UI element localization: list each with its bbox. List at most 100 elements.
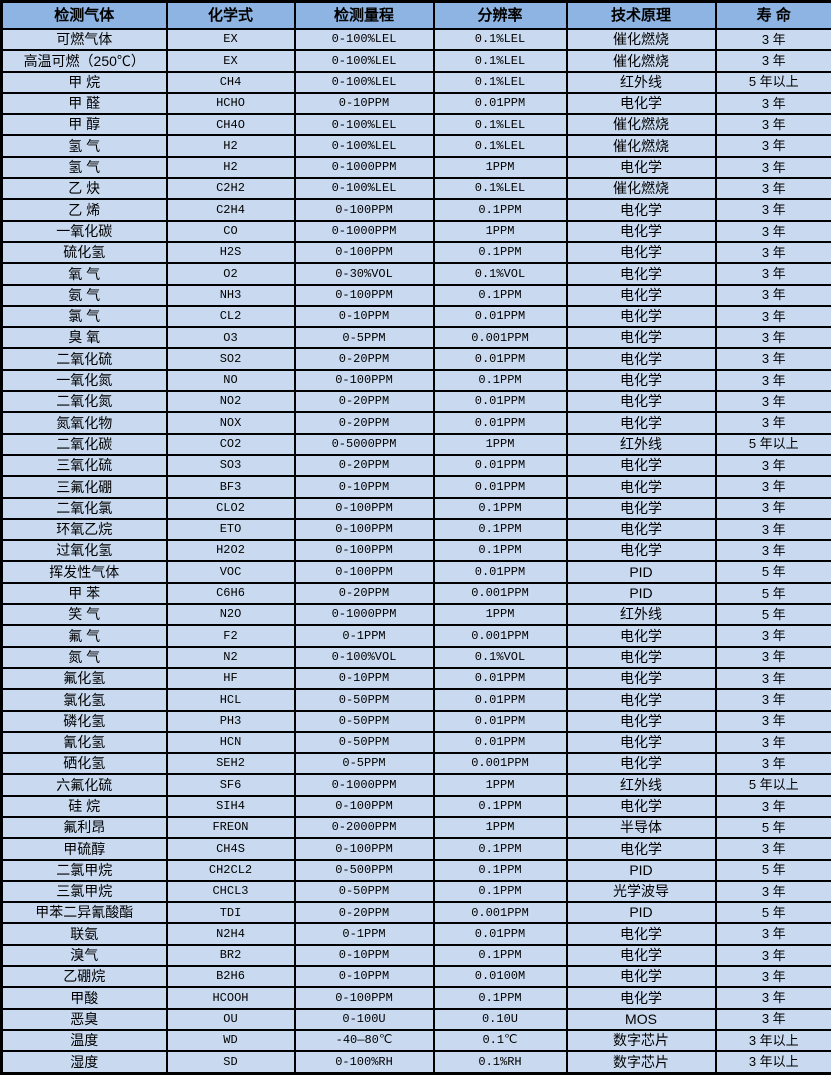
lifespan-cell: 3 年 <box>714 134 831 158</box>
formula-cell: HCN <box>165 730 296 755</box>
principle-cell: 红外线 <box>565 773 717 797</box>
lifespan-cell: 3 年 <box>714 198 831 222</box>
gas-cell: 氨 气 <box>0 283 168 307</box>
principle-cell: 电化学 <box>565 688 717 712</box>
gas-cell: 可燃气体 <box>0 27 168 52</box>
resolution-cell: 0.001PPM <box>432 624 568 648</box>
principle-cell: 电化学 <box>565 219 717 243</box>
lifespan-cell: 3 年 <box>714 624 831 648</box>
resolution-cell: 0.1PPM <box>432 794 568 818</box>
resolution-cell: 0.10U <box>432 1007 568 1031</box>
lifespan-cell: 3 年 <box>714 262 831 286</box>
gas-cell: 湿度 <box>0 1050 168 1075</box>
principle-cell: PID <box>565 581 717 606</box>
formula-cell: FREON <box>165 815 296 840</box>
principle-cell: 电化学 <box>565 326 717 350</box>
lifespan-cell: 3 年 <box>714 645 831 669</box>
gas-cell: 氰化氢 <box>0 730 168 755</box>
formula-cell: TDI <box>165 901 296 925</box>
principle-cell: 催化燃烧 <box>565 27 717 52</box>
lifespan-cell: 5 年 <box>714 560 831 584</box>
resolution-cell: 1PPM <box>432 773 568 797</box>
range-cell: 0-100PPM <box>293 539 435 563</box>
principle-cell: 电化学 <box>565 411 717 435</box>
resolution-cell: 0.01PPM <box>432 475 568 499</box>
resolution-cell: 0.1PPM <box>432 879 568 904</box>
formula-cell: B2H6 <box>165 965 296 989</box>
range-cell: 0-100PPM <box>293 517 435 542</box>
range-cell: 0-100%LEL <box>293 27 435 52</box>
formula-cell: SEH2 <box>165 752 296 776</box>
lifespan-cell: 3 年 <box>714 453 831 478</box>
lifespan-cell: 3 年 <box>714 752 831 776</box>
formula-cell: C2H2 <box>165 177 296 201</box>
lifespan-cell: 3 年 <box>714 879 831 904</box>
lifespan-cell: 3 年 <box>714 688 831 712</box>
lifespan-cell: 3 年 <box>714 965 831 989</box>
header-row: 检测气体 化学式 检测量程 分辨率 技术原理 寿 命 <box>0 0 831 30</box>
gas-cell: 三氧化硫 <box>0 453 168 478</box>
principle-cell: 电化学 <box>565 155 717 180</box>
resolution-cell: 0.001PPM <box>432 901 568 925</box>
formula-cell: CO2 <box>165 432 296 456</box>
table-row: 可燃气体 EX 0-100%LEL 0.1%LEL 催化燃烧 3 年 <box>0 27 831 52</box>
principle-cell: 电化学 <box>565 794 717 818</box>
table-row: 甲 醛 HCHO 0-10PPM 0.01PPM 电化学 3 年 <box>0 91 831 116</box>
formula-cell: HCHO <box>165 91 296 116</box>
formula-cell: NO2 <box>165 390 296 414</box>
resolution-cell: 1PPM <box>432 603 568 627</box>
formula-cell: SIH4 <box>165 794 296 818</box>
range-cell: 0-100%LEL <box>293 134 435 158</box>
principle-cell: 红外线 <box>565 603 717 627</box>
formula-cell: PH3 <box>165 709 296 733</box>
resolution-cell: 0.1PPM <box>432 986 568 1010</box>
principle-cell: 电化学 <box>565 730 717 755</box>
resolution-cell: 0.1PPM <box>432 496 568 520</box>
gas-cell: 乙 炔 <box>0 177 168 201</box>
table-row: 氟化氢 HF 0-10PPM 0.01PPM 电化学 3 年 <box>0 666 831 691</box>
principle-cell: 电化学 <box>565 475 717 499</box>
gas-cell: 笑 气 <box>0 603 168 627</box>
resolution-cell: 0.1PPM <box>432 283 568 307</box>
formula-cell: H2S <box>165 240 296 265</box>
resolution-cell: 0.1%RH <box>432 1050 568 1075</box>
principle-cell: 电化学 <box>565 368 717 393</box>
principle-cell: 电化学 <box>565 539 717 563</box>
range-cell: 0-500PPM <box>293 858 435 882</box>
principle-cell: 电化学 <box>565 965 717 989</box>
col-header-lifespan: 寿 命 <box>714 0 831 30</box>
table-row: 磷化氢 PH3 0-50PPM 0.01PPM 电化学 3 年 <box>0 709 831 733</box>
table-row: 氟 气 F2 0-1PPM 0.001PPM 电化学 3 年 <box>0 624 831 648</box>
principle-cell: 电化学 <box>565 986 717 1010</box>
gas-cell: 六氟化硫 <box>0 773 168 797</box>
principle-cell: 催化燃烧 <box>565 177 717 201</box>
range-cell: 0-20PPM <box>293 453 435 478</box>
resolution-cell: 1PPM <box>432 815 568 840</box>
gas-cell: 硅 烷 <box>0 794 168 818</box>
range-cell: 0-100PPM <box>293 198 435 222</box>
table-row: 高温可燃（250℃） EX 0-100%LEL 0.1%LEL 催化燃烧 3 年 <box>0 49 831 73</box>
table-row: 氮 气 N2 0-100%VOL 0.1%VOL 电化学 3 年 <box>0 645 831 669</box>
principle-cell: 电化学 <box>565 304 717 329</box>
lifespan-cell: 3 年 <box>714 986 831 1010</box>
formula-cell: ETO <box>165 517 296 542</box>
table-row: 甲苯二异氰酸酯 TDI 0-20PPM 0.001PPM PID 5 年 <box>0 901 831 925</box>
lifespan-cell: 5 年以上 <box>714 432 831 456</box>
resolution-cell: 0.1%LEL <box>432 27 568 52</box>
principle-cell: 电化学 <box>565 262 717 286</box>
lifespan-cell: 3 年 <box>714 91 831 116</box>
gas-cell: 二氧化碳 <box>0 432 168 456</box>
formula-cell: N2H4 <box>165 922 296 946</box>
gas-cell: 乙硼烷 <box>0 965 168 989</box>
range-cell: 0-10PPM <box>293 666 435 691</box>
formula-cell: CL2 <box>165 304 296 329</box>
lifespan-cell: 3 年 <box>714 113 831 137</box>
table-row: 硅 烷 SIH4 0-100PPM 0.1PPM 电化学 3 年 <box>0 794 831 818</box>
range-cell: 0-100PPM <box>293 794 435 818</box>
lifespan-cell: 5 年以上 <box>714 773 831 797</box>
principle-cell: 电化学 <box>565 390 717 414</box>
formula-cell: CH4 <box>165 70 296 94</box>
formula-cell: HF <box>165 666 296 691</box>
table-row: 氟利昂 FREON 0-2000PPM 1PPM 半导体 5 年 <box>0 815 831 840</box>
